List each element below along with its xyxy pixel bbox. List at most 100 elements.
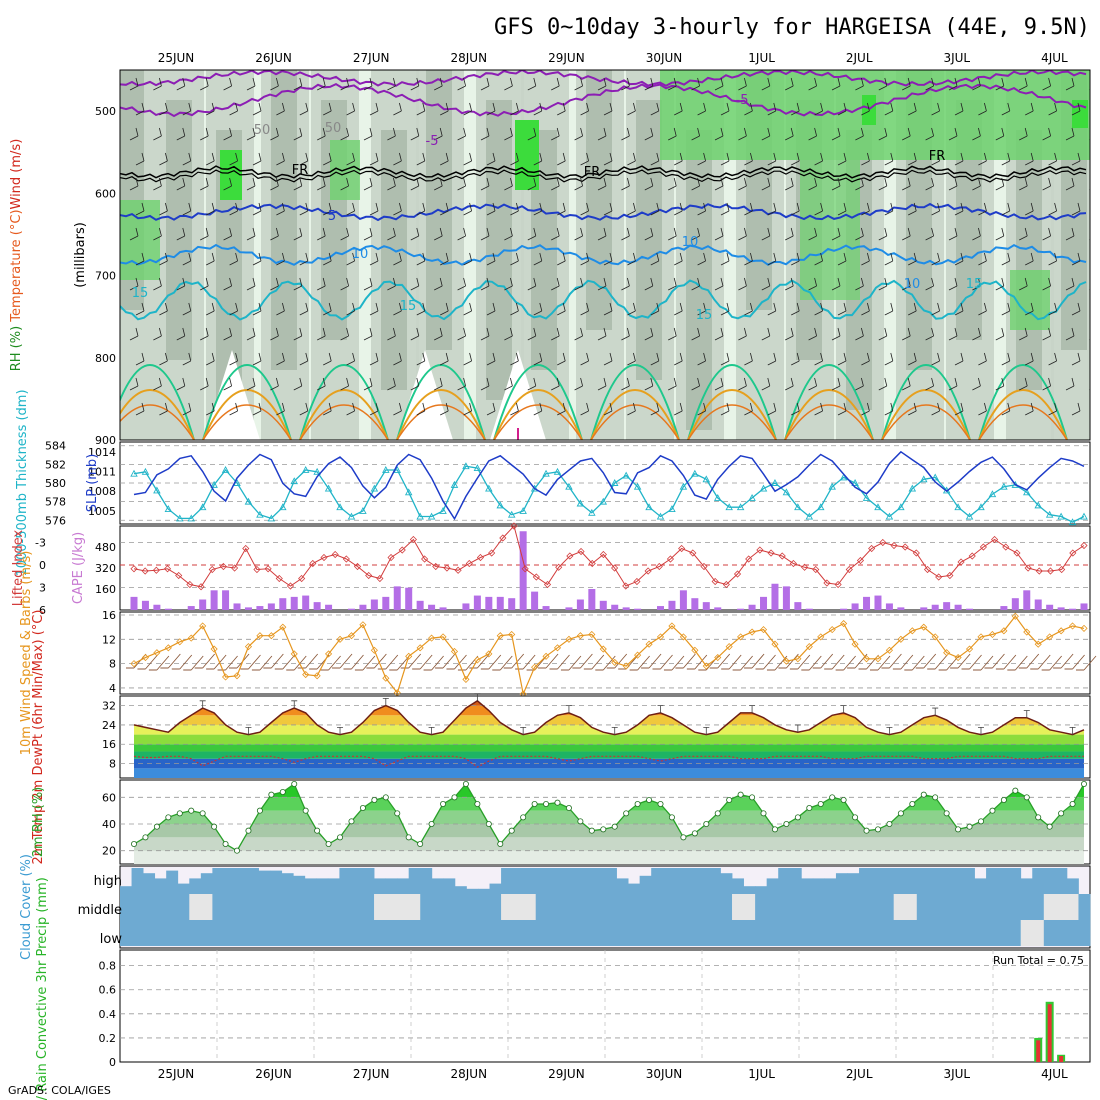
thickness-point	[130, 469, 138, 477]
wind-barb	[533, 102, 543, 116]
wind-barb	[1001, 102, 1011, 116]
wind-barb	[697, 152, 706, 166]
wind-barb	[317, 277, 326, 291]
wind-barb	[340, 277, 349, 291]
thickness-point	[908, 484, 917, 492]
cape-bar	[359, 604, 367, 610]
wind-barb	[480, 227, 490, 241]
wind10m-barb	[274, 654, 296, 670]
wind-barb	[948, 127, 958, 141]
wind-barb	[416, 202, 426, 216]
wind-barb	[159, 102, 168, 116]
wind-barb	[1065, 227, 1075, 241]
wind-barb	[1071, 402, 1081, 416]
wind10m-barb	[938, 655, 959, 671]
top-date-label: 30JUN	[646, 51, 683, 65]
wind-barb	[1025, 352, 1034, 366]
cloud-bar	[454, 886, 467, 894]
wind-barb	[153, 77, 162, 91]
wind-speed-point	[885, 646, 893, 654]
top-date-label: 27JUN	[353, 51, 390, 65]
contour-label: FR	[929, 149, 946, 164]
chart-title: GFS 0~10day 3-hourly for HARGEISA (44E, …	[494, 15, 1090, 40]
thickness-point	[462, 462, 470, 470]
rh-point	[646, 797, 653, 804]
cloud-bar	[501, 868, 514, 894]
rh-point	[462, 781, 469, 788]
wind-barb	[603, 152, 613, 166]
rh-point	[760, 810, 767, 817]
wind10m-barb	[755, 654, 776, 670]
wind-barb	[1042, 127, 1051, 141]
wind-barb	[627, 252, 636, 266]
tick-label: 8	[109, 658, 116, 671]
wind-barb	[246, 127, 256, 141]
wind-barb	[387, 277, 396, 291]
cloud-middle-cell	[870, 894, 883, 920]
rh-point	[909, 801, 916, 808]
wind-barb	[223, 227, 232, 241]
cape-bar	[153, 604, 161, 610]
cloud-low-cell	[1043, 920, 1056, 946]
rh-point	[543, 801, 550, 808]
wind-barb	[831, 177, 841, 191]
rh-point	[794, 814, 801, 821]
cape-bar	[267, 603, 275, 610]
thickness-point	[530, 484, 539, 492]
wind-barb	[229, 202, 238, 216]
cloud-middle-cell	[605, 894, 617, 920]
thickness-point	[839, 473, 848, 481]
lifted-point	[253, 565, 261, 574]
wind-barb	[644, 177, 654, 191]
wind-barb	[533, 402, 543, 416]
wind-barb	[621, 327, 630, 341]
wind-barbs	[129, 77, 1090, 416]
wind-barb	[714, 227, 724, 241]
wind-barb	[206, 302, 215, 316]
rh-point	[657, 801, 664, 808]
contour-label: 15	[696, 308, 713, 323]
cape-bar	[473, 595, 481, 610]
wind-barb	[393, 102, 402, 116]
cloud-middle-cell	[616, 894, 629, 920]
wind-barb	[720, 302, 730, 316]
cloud-low-cell	[547, 920, 560, 946]
wind-barb	[837, 152, 847, 166]
thickness-point	[588, 508, 596, 516]
wind-barb	[229, 102, 238, 116]
wind-barb	[1019, 327, 1028, 341]
rh-point	[1046, 823, 1053, 830]
wind-barb	[1048, 302, 1057, 316]
thickness-point	[496, 501, 505, 509]
thickness-point	[416, 512, 424, 520]
wind-barb	[293, 377, 303, 391]
tick-label: 12	[102, 633, 116, 646]
wind-barb	[580, 152, 589, 166]
cape-bar	[416, 600, 424, 610]
wind-barb	[557, 302, 566, 316]
wind-speed-point	[1080, 624, 1088, 632]
rh-point	[1069, 801, 1076, 808]
wind-speed-point	[325, 650, 333, 658]
wind-barb	[246, 177, 256, 191]
temp-maxmin-bar	[428, 726, 435, 735]
wind-barb	[176, 77, 186, 91]
wind-barb	[978, 302, 987, 316]
wind-barb	[129, 77, 139, 91]
contour-minus5	[120, 82, 1087, 118]
wind-barb	[510, 102, 519, 116]
wind-speed-point	[771, 640, 779, 648]
cloud-bar	[581, 868, 594, 894]
wind-speed-point	[794, 655, 802, 663]
wind-barb	[369, 202, 379, 216]
wind-barb	[200, 177, 209, 191]
wind-barb	[861, 202, 870, 216]
lifted-point	[577, 547, 585, 556]
lifted-point	[801, 563, 809, 571]
wind-speed-point	[679, 633, 687, 641]
lifted-point	[197, 583, 205, 591]
contour-label: 50	[325, 121, 342, 136]
wind-barb	[861, 402, 870, 416]
wind-barb	[317, 327, 326, 341]
lifted-point	[644, 567, 652, 575]
